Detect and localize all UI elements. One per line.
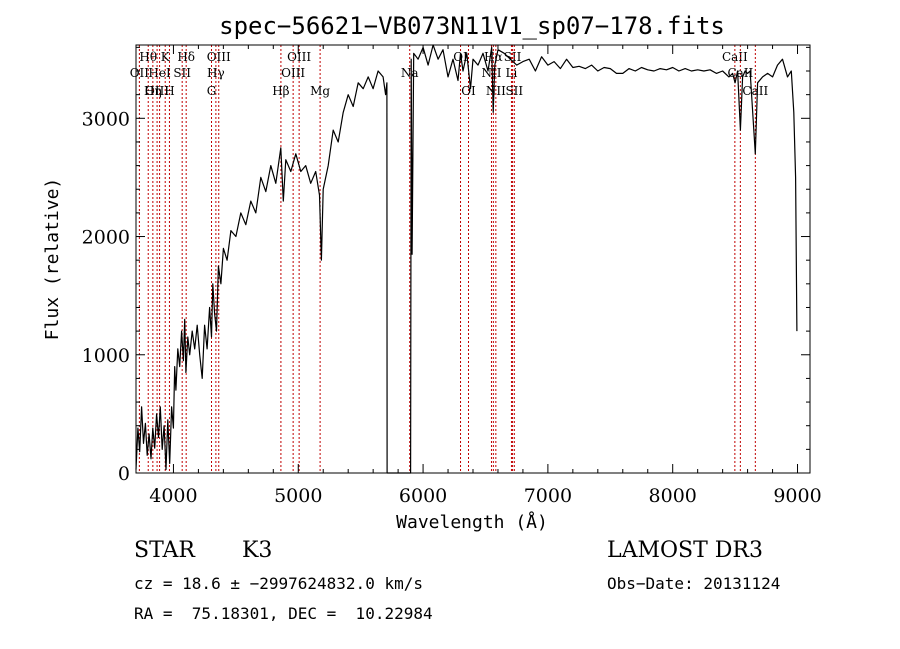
spectral-line-label: OII: [130, 66, 150, 80]
x-tick-label: 8000: [649, 485, 697, 507]
spectral-line-label: Hθ: [139, 50, 157, 64]
spectral-line-label: Hβ: [272, 84, 289, 98]
spectral-line-label: CaII: [727, 66, 753, 80]
spectral-line-label: CaII: [722, 50, 748, 64]
spectral-line-label: NII: [486, 84, 506, 98]
spectral-line-label: OIII: [145, 84, 169, 98]
spectral-line-label: SII: [505, 84, 523, 98]
object-class: STAR: [134, 538, 195, 563]
y-tick-label: 0: [118, 463, 130, 485]
spectral-line-label: OI: [461, 84, 476, 98]
spectral-line-label: Hα: [484, 50, 503, 64]
chart-title: spec−56621−VB073N11V1_sp07−178.fits: [219, 12, 725, 40]
spectral-line-label: H: [164, 84, 174, 98]
survey-name: LAMOST DR3: [607, 538, 763, 563]
x-axis-label: Wavelength (Å): [396, 511, 548, 533]
flux-line: [135, 44, 798, 474]
flux-series: [135, 44, 798, 474]
spectral-line-label: Mg: [310, 84, 330, 98]
redshift-readout: cz = 18.6 ± −2997624832.0 km/s: [134, 574, 423, 593]
spectral-line-label: Hγ: [207, 66, 225, 80]
x-tick-label: 9000: [773, 485, 821, 507]
spectral-line-label: K: [161, 50, 171, 64]
y-tick-label: 2000: [82, 227, 130, 249]
x-tick-label: 6000: [399, 485, 447, 507]
spectral-line-label: G: [207, 84, 217, 98]
spectral-line-label: SII: [504, 50, 522, 64]
spectral-line-label: HeI: [148, 66, 171, 80]
y-tick-label: 1000: [82, 345, 130, 367]
spectral-line-label: SII: [173, 66, 191, 80]
spectral-line-label: OIII: [287, 50, 311, 64]
y-tick-label: 3000: [82, 108, 130, 130]
x-tick-label: 7000: [524, 485, 572, 507]
obs-date: Obs−Date: 20131124: [607, 574, 781, 593]
axes: 4000 5000 6000 7000 8000 9000 0 1000 2000 3000: [82, 44, 822, 507]
y-axis-label: Flux (relative): [42, 178, 63, 341]
coordinates: RA = 75.18301, DEC = 10.22984: [134, 604, 433, 623]
subclass: K3: [242, 538, 273, 563]
spectral-line-label: OIII: [281, 66, 305, 80]
x-tick-label: 4000: [149, 485, 197, 507]
spectral-line-label: Hη: [144, 84, 162, 98]
spectral-line-label: Li: [506, 66, 518, 80]
spectral-line-label: Na: [401, 66, 419, 80]
x-tick-label: 5000: [274, 485, 322, 507]
spectral-line-label: Hδ: [177, 50, 195, 64]
spectral-line-label: OIII: [207, 50, 231, 64]
spectral-line-label: NII: [481, 66, 501, 80]
spectral-line-label: CaII: [742, 84, 768, 98]
plot-frame: [135, 44, 811, 474]
